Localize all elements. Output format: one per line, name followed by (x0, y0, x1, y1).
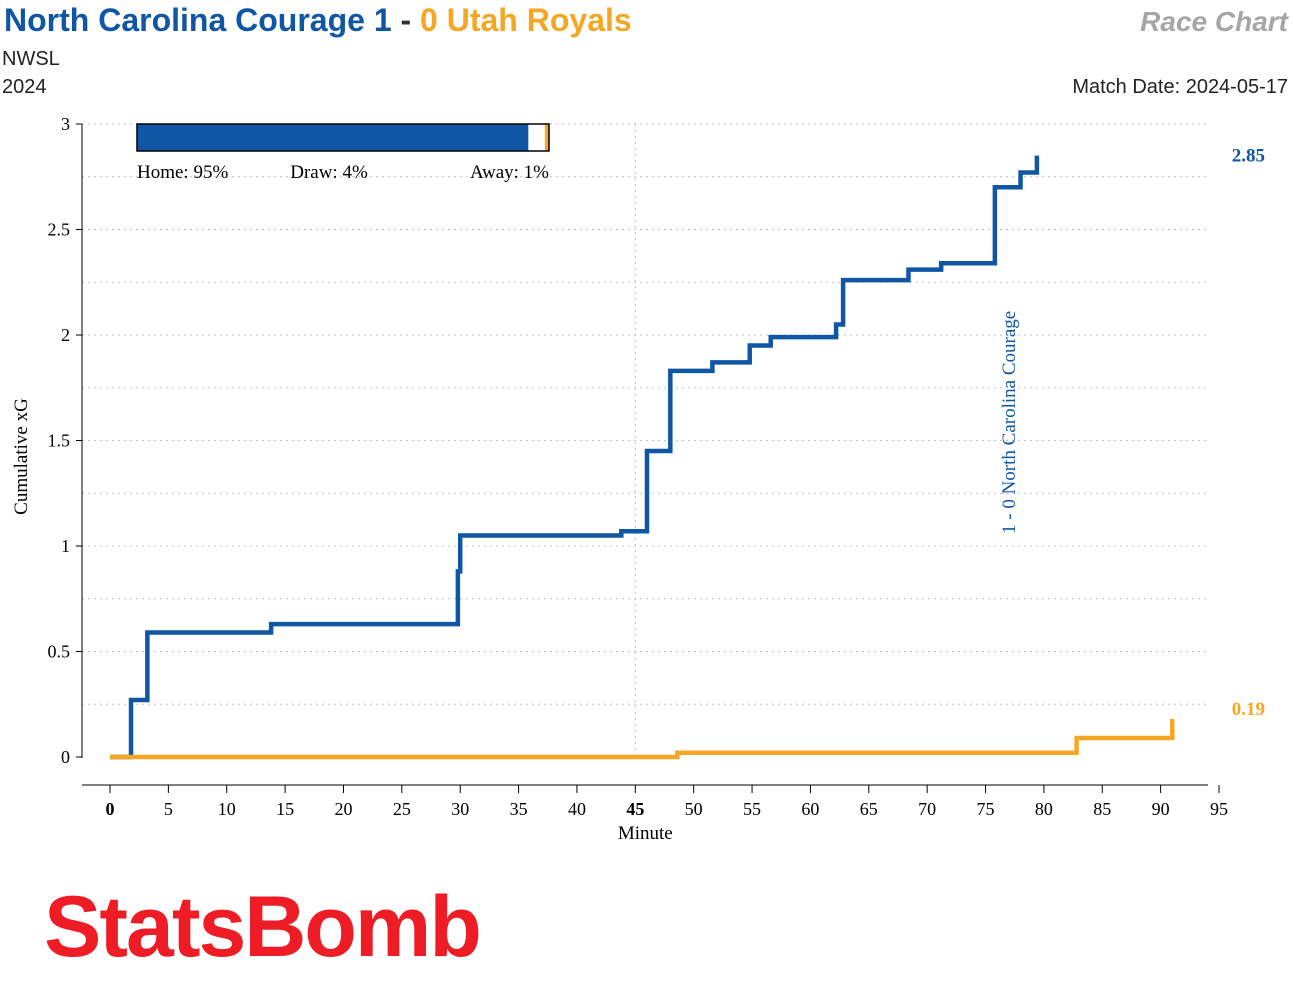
x-tick-label: 30 (451, 799, 469, 819)
y-tick-label: 1.5 (48, 431, 71, 451)
x-tick-label: 15 (276, 799, 294, 819)
win-prob-home-segment (137, 124, 529, 151)
away-score: 0 (420, 2, 438, 38)
x-tick-label: 65 (860, 799, 878, 819)
win-prob-draw-segment (528, 124, 545, 151)
win-prob-draw-label: Draw: 4% (290, 162, 368, 183)
x-tick-label: 45 (626, 799, 644, 819)
x-tick-label: 80 (1035, 799, 1053, 819)
y-tick-label: 2.5 (48, 220, 71, 240)
season-label: 2024 (2, 76, 47, 98)
win-prob-home-label: Home: 95% (137, 162, 228, 183)
match-date: Match Date: 2024-05-17 (1072, 76, 1288, 98)
x-tick-label: 35 (510, 799, 528, 819)
win-prob-away-segment (544, 124, 549, 151)
x-tick-label: 90 (1152, 799, 1170, 819)
x-axis-label: Minute (618, 823, 673, 844)
home-score: 1 (373, 2, 392, 38)
x-tick-label: 60 (801, 799, 819, 819)
y-tick-label: 1 (61, 536, 70, 556)
away-final-xg-label: 0.19 (1232, 699, 1265, 720)
score-dash: - (400, 2, 412, 38)
goal-annotation: 1 - 0 North Carolina Courage (999, 311, 1020, 534)
chart-labels: 2.85 0.19 1 - 0 North Carolina Courage (999, 146, 1265, 720)
chart-series (110, 155, 1175, 760)
y-tick-label: 2 (61, 325, 70, 345)
win-prob-away-label: Away: 1% (470, 162, 549, 183)
x-tick-label: 20 (334, 799, 352, 819)
win-probability-bar: Home: 95% Draw: 4% Away: 1% (136, 123, 550, 183)
x-tick-label: 5 (164, 799, 173, 819)
away-team-name: Utah Royals (446, 2, 632, 38)
statsbomb-logo: StatsBomb (44, 879, 482, 975)
home-final-xg-label: 2.85 (1232, 146, 1265, 167)
x-tick-label: 0 (106, 799, 115, 819)
x-tick-label: 95 (1210, 799, 1228, 819)
y-tick-label: 3 (61, 114, 70, 134)
x-tick-label: 50 (685, 799, 703, 819)
x-tick-label: 70 (918, 799, 936, 819)
win-prob-frame (136, 123, 550, 152)
x-tick-label: 55 (743, 799, 761, 819)
y-axis-label: Cumulative xG (11, 398, 32, 515)
match-title: North Carolina Courage 1 - 0 Utah Royals (4, 2, 632, 39)
y-tick-label: 0.5 (48, 642, 71, 662)
x-tick-label: 10 (218, 799, 236, 819)
x-tick-label: 75 (977, 799, 995, 819)
x-tick-label: 25 (393, 799, 411, 819)
x-tick-label: 85 (1093, 799, 1111, 819)
y-tick-label: 0 (61, 747, 70, 767)
league-label: NWSL (2, 48, 60, 70)
chart-grid (82, 123, 1208, 757)
x-tick-label: 40 (568, 799, 586, 819)
chart-name: Race Chart (1140, 6, 1288, 37)
home-team-name: North Carolina Courage (4, 2, 365, 38)
home-xg-line (110, 155, 1040, 760)
chart-axes: 00.511.522.530 5 10 15 20 25 30 35 40 45 50 55 60 65 7… (11, 114, 1228, 844)
away-xg-line (110, 719, 1175, 760)
